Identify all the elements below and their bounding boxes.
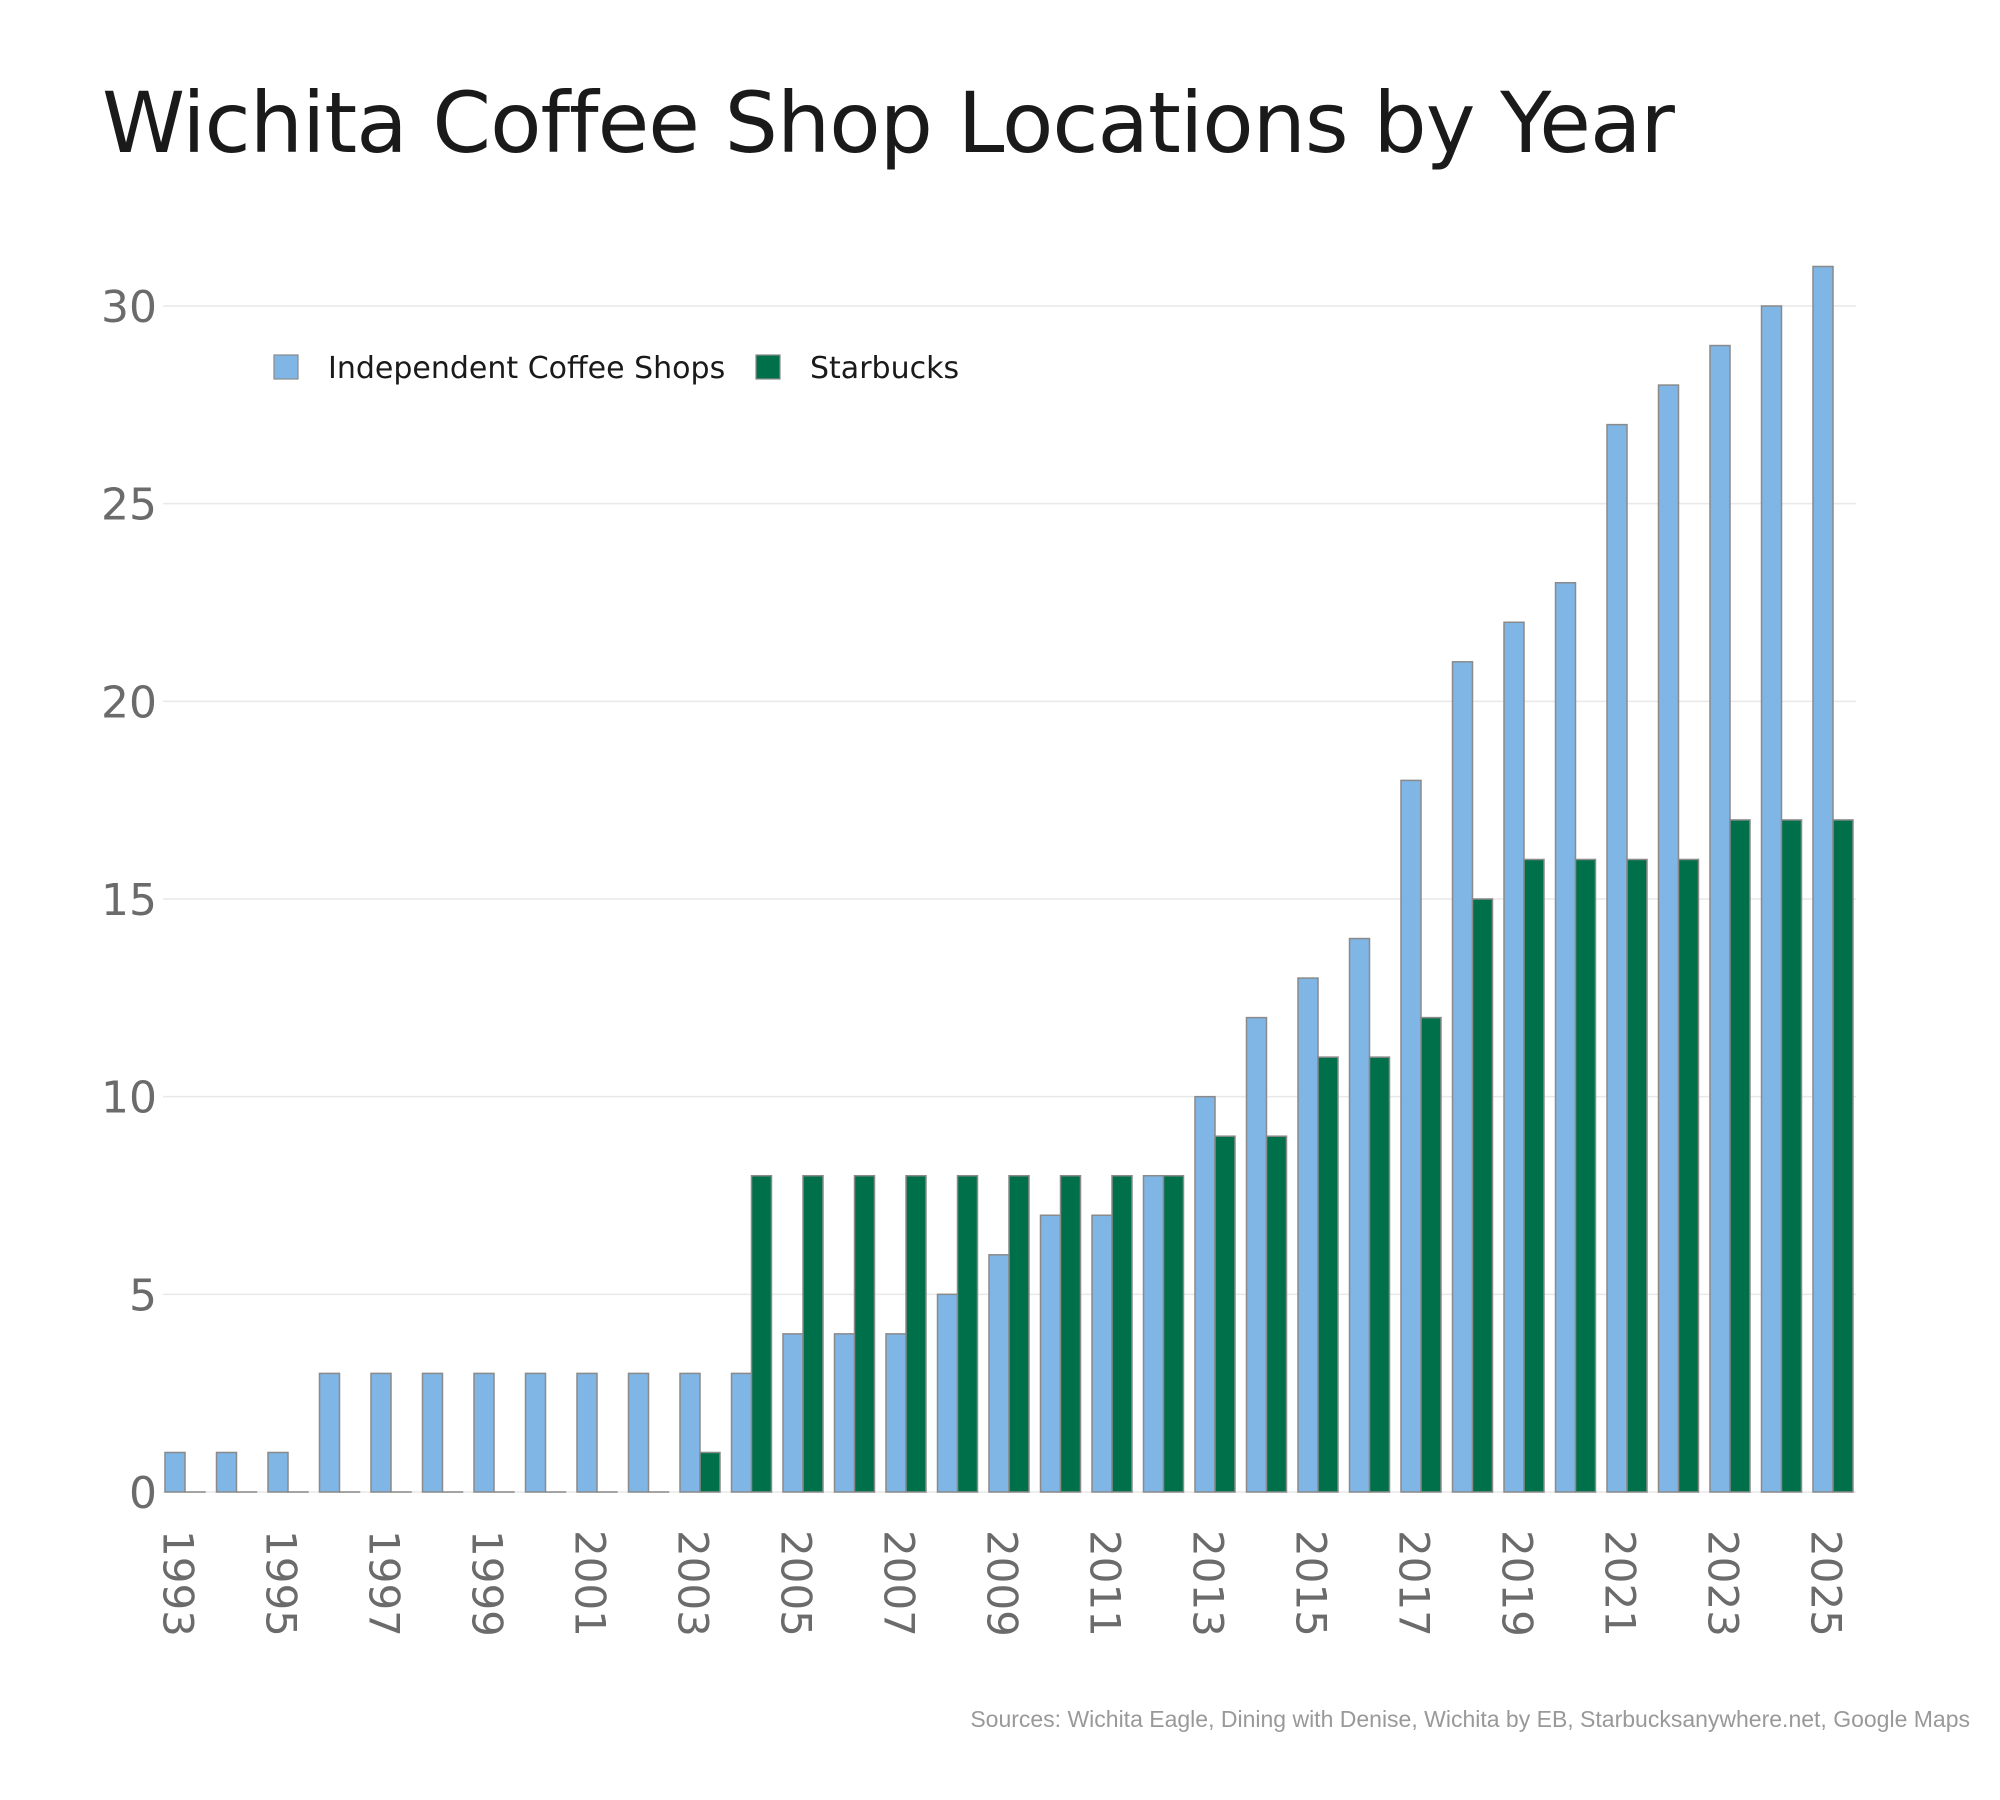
legend-label: Independent Coffee Shops bbox=[328, 351, 725, 386]
x-tick-label: 2017 bbox=[1390, 1530, 1439, 1637]
independent-bar-2006 bbox=[833, 1333, 856, 1493]
starbucks-bar-2021 bbox=[1626, 858, 1648, 1493]
starbucks-bar-2014 bbox=[1265, 1135, 1288, 1493]
y-axis-tick-labels: 0 5 10 15 20 25 30 bbox=[101, 282, 157, 1519]
independent-bar-2003 bbox=[679, 1372, 701, 1493]
starbucks-bar-2003 bbox=[699, 1451, 721, 1493]
x-tick-label: 2019 bbox=[1493, 1530, 1542, 1637]
chart-title: Wichita Coffee Shop Locations by Year bbox=[102, 74, 1675, 172]
x-tick-label: 2003 bbox=[669, 1530, 718, 1637]
independent-bar-2002 bbox=[627, 1372, 650, 1493]
independent-bar-2004 bbox=[730, 1372, 753, 1493]
independent-bar-1995 bbox=[267, 1451, 289, 1493]
starbucks-bar-2008 bbox=[956, 1174, 979, 1493]
starbucks-bar-2016 bbox=[1368, 1056, 1391, 1493]
x-tick-label: 2011 bbox=[1081, 1530, 1130, 1637]
starbucks-bar-2009 bbox=[1008, 1174, 1030, 1493]
independent-bar-1999 bbox=[473, 1372, 495, 1493]
starbucks-bar-2015 bbox=[1317, 1056, 1339, 1493]
sources-note: Sources: Wichita Eagle, Dining with Deni… bbox=[970, 1706, 1970, 1732]
starbucks-bar-2022 bbox=[1677, 858, 1700, 1493]
independent-bar-2018 bbox=[1451, 661, 1474, 1493]
independent-bar-2008 bbox=[936, 1293, 959, 1493]
bars bbox=[164, 265, 1854, 1493]
starbucks-bar-2019 bbox=[1523, 858, 1545, 1493]
independent-bar-2022 bbox=[1657, 384, 1680, 1493]
x-tick-label: 2013 bbox=[1184, 1530, 1233, 1637]
independent-bar-2016 bbox=[1348, 937, 1371, 1493]
legend: Independent Coffee Shops Starbucks bbox=[273, 351, 959, 386]
starbucks-bar-2006 bbox=[853, 1174, 876, 1493]
y-tick-label: 5 bbox=[129, 1270, 157, 1321]
starbucks-bar-2007 bbox=[905, 1174, 927, 1493]
independent-bar-2000 bbox=[524, 1372, 547, 1493]
x-tick-label: 2007 bbox=[875, 1530, 924, 1637]
independent-bar-2012 bbox=[1142, 1174, 1165, 1493]
independent-bar-2017 bbox=[1400, 779, 1422, 1493]
y-tick-label: 10 bbox=[101, 1073, 157, 1124]
x-tick-label: 1995 bbox=[257, 1530, 306, 1637]
independent-bar-2023 bbox=[1709, 344, 1731, 1493]
independent-bar-2021 bbox=[1606, 423, 1628, 1493]
x-tick-label: 2023 bbox=[1699, 1530, 1748, 1637]
independent-bar-2005 bbox=[782, 1333, 804, 1493]
x-tick-label: 2001 bbox=[566, 1530, 615, 1637]
starbucks-bar-2024 bbox=[1780, 819, 1803, 1493]
y-tick-label: 20 bbox=[101, 677, 157, 728]
starbucks-bar-2018 bbox=[1471, 898, 1494, 1493]
x-tick-label: 1999 bbox=[463, 1530, 512, 1637]
x-tick-label: 2015 bbox=[1287, 1530, 1336, 1637]
starbucks-bar-2020 bbox=[1574, 858, 1597, 1493]
independent-bar-2011 bbox=[1091, 1214, 1113, 1493]
legend-label: Starbucks bbox=[810, 351, 959, 386]
starbucks-bar-2011 bbox=[1111, 1174, 1133, 1493]
y-tick-label: 30 bbox=[101, 282, 157, 333]
x-tick-label: 2009 bbox=[978, 1530, 1027, 1637]
independent-bar-2013 bbox=[1194, 1095, 1216, 1493]
y-tick-label: 0 bbox=[129, 1468, 157, 1519]
x-tick-label: 1993 bbox=[154, 1530, 203, 1637]
x-tick-label: 2025 bbox=[1802, 1530, 1851, 1637]
independent-bar-1994 bbox=[215, 1451, 238, 1493]
starbucks-bar-2004 bbox=[750, 1174, 773, 1493]
starbucks-bar-2025 bbox=[1832, 819, 1854, 1493]
starbucks-bar-2010 bbox=[1059, 1174, 1082, 1493]
independent-bar-1993 bbox=[164, 1451, 186, 1493]
starbucks-bar-2012 bbox=[1162, 1174, 1185, 1493]
y-tick-label: 25 bbox=[101, 480, 157, 531]
x-tick-label: 2005 bbox=[772, 1530, 821, 1637]
independent-bar-1998 bbox=[421, 1372, 444, 1493]
starbucks-bar-2023 bbox=[1729, 819, 1751, 1493]
independent-bar-2014 bbox=[1245, 1016, 1268, 1493]
starbucks-bar-2005 bbox=[802, 1174, 824, 1493]
starbucks-bar-2017 bbox=[1420, 1016, 1442, 1493]
x-axis-tick-labels: 1993 1995 1997 1999 2001 2003 2005 2007 2009 2011… bbox=[154, 1530, 1851, 1637]
independent-bar-2010 bbox=[1039, 1214, 1062, 1493]
independent-bar-2007 bbox=[885, 1333, 907, 1493]
independent-bar-2019 bbox=[1503, 621, 1525, 1493]
legend-swatch bbox=[755, 354, 781, 380]
x-tick-label: 1997 bbox=[360, 1530, 409, 1637]
independent-bar-2015 bbox=[1297, 977, 1319, 1493]
independent-bar-2024 bbox=[1760, 305, 1783, 1493]
independent-bar-1996 bbox=[318, 1372, 341, 1493]
legend-swatch bbox=[273, 354, 299, 380]
independent-bar-2020 bbox=[1554, 581, 1577, 1493]
independent-bar-2001 bbox=[576, 1372, 598, 1493]
independent-bar-1997 bbox=[370, 1372, 392, 1493]
y-tick-label: 15 bbox=[101, 875, 157, 926]
independent-bar-2025 bbox=[1812, 265, 1834, 1493]
independent-bar-2009 bbox=[988, 1254, 1010, 1493]
starbucks-bar-2013 bbox=[1214, 1135, 1236, 1493]
x-tick-label: 2021 bbox=[1596, 1530, 1645, 1637]
